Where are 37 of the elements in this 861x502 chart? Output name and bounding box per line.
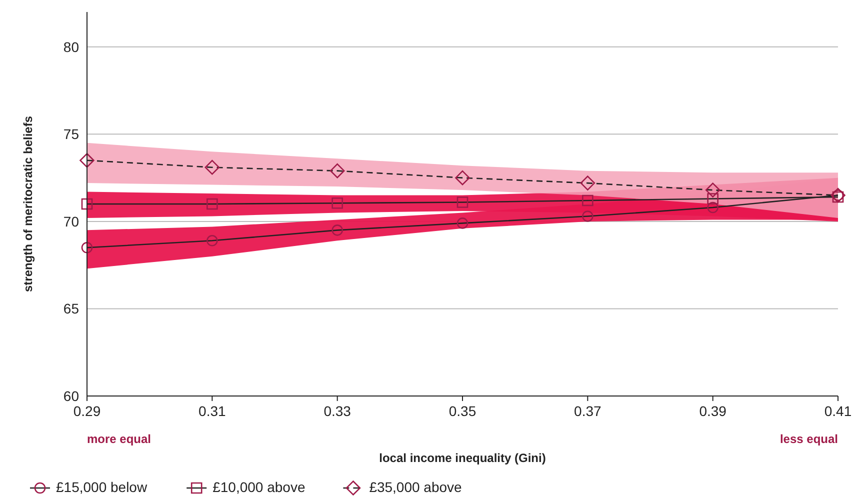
text: more equal: [87, 432, 152, 446]
point: [330, 163, 345, 178]
point: [206, 235, 218, 246]
point: [456, 196, 468, 208]
y-tick-label: 60: [63, 388, 80, 404]
point: [580, 176, 596, 190]
point: [81, 242, 93, 254]
x-tick-label: 0.35: [448, 403, 476, 419]
y-tick-label: 80: [63, 38, 80, 55]
point: [707, 202, 718, 214]
legend-label: £10,000 above: [212, 479, 306, 495]
point: [582, 210, 594, 222]
x-tick-label: 0.37: [574, 403, 602, 419]
point: [81, 198, 93, 210]
x-tick-label: 0.39: [699, 403, 727, 419]
point: [206, 198, 218, 210]
point: [332, 197, 343, 209]
text: less equal: [780, 432, 838, 446]
x-tick-label: 0.31: [198, 403, 226, 419]
legend-label: £15,000 below: [56, 479, 148, 495]
legend-label: £35,000 above: [369, 479, 462, 495]
x-tick-label: 0.33: [324, 403, 352, 419]
y-tick-label: 65: [63, 300, 80, 317]
y-tick-label: 75: [63, 126, 80, 142]
point: [582, 194, 594, 206]
x-tick-label: 0.41: [824, 403, 852, 419]
point: [204, 160, 220, 175]
x-tick-label: 0.29: [73, 403, 101, 419]
point: [80, 152, 94, 168]
point: [455, 170, 470, 186]
y-axis-title: strength of meritocratic beliefs: [21, 116, 35, 292]
point: [707, 193, 718, 204]
y-tick-label: 70: [63, 213, 80, 230]
point: [456, 218, 468, 229]
point: [705, 182, 720, 198]
point: [332, 224, 343, 236]
x-axis-title: local income inequality (Gini): [379, 451, 546, 465]
